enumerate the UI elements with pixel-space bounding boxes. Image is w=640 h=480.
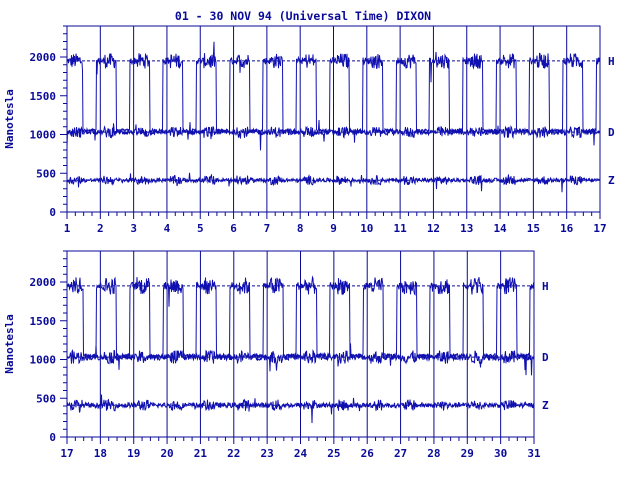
y-tick-label: 1000 [30, 354, 57, 367]
series-label-h: H [608, 55, 615, 68]
y-tick-label: 1500 [30, 315, 57, 328]
x-tick-label: 21 [194, 447, 208, 460]
x-tick-label: 17 [60, 447, 73, 460]
x-tick-label: 14 [493, 222, 507, 235]
x-tick-label: 19 [127, 447, 140, 460]
x-tick-label: 31 [527, 447, 541, 460]
x-tick-label: 20 [160, 447, 173, 460]
panel-1: 1 2 3 4 5 6 7 8 9 10 11 12 13 14 15 16 17050010001500200… [3, 25, 615, 235]
x-tick-label: 5 [197, 222, 204, 235]
x-tick-label: 25 [327, 447, 340, 460]
x-tick-label: 4 [164, 222, 171, 235]
chart-title: 01 - 30 NOV 94 (Universal Time) DIXON [175, 9, 431, 23]
trace-d [66, 123, 601, 148]
trace-d [66, 343, 535, 376]
series-label-d: D [542, 351, 549, 364]
series-label-h: H [542, 280, 549, 293]
y-tick-label: 1000 [30, 129, 57, 142]
y-tick-label: 500 [36, 392, 56, 405]
trace-z [66, 394, 535, 424]
y-tick-label: 1500 [30, 90, 57, 103]
x-tick-label: 28 [427, 447, 440, 460]
x-tick-label: 23 [261, 447, 274, 460]
x-tick-label: 29 [461, 447, 474, 460]
trace-h [66, 41, 601, 151]
x-tick-label: 26 [361, 447, 375, 460]
x-tick-label: 2 [97, 222, 104, 235]
x-tick-label: 27 [394, 447, 407, 460]
y-tick-label: 500 [36, 167, 56, 180]
x-tick-label: 9 [330, 222, 337, 235]
series-label-d: D [608, 126, 615, 139]
y-axis-label: Nanotesla [3, 89, 16, 149]
x-tick-label: 3 [130, 222, 137, 235]
y-tick-label: 0 [49, 431, 56, 444]
trace-h [66, 275, 535, 376]
x-tick-label: 10 [360, 222, 373, 235]
x-tick-label: 18 [94, 447, 107, 460]
x-tick-label: 1 [64, 222, 71, 235]
trace-z [66, 172, 601, 193]
x-tick-label: 24 [294, 447, 308, 460]
x-tick-label: 15 [527, 222, 540, 235]
x-tick-label: 12 [427, 222, 440, 235]
x-tick-label: 30 [494, 447, 507, 460]
y-tick-label: 2000 [30, 51, 57, 64]
x-tick-label: 11 [394, 222, 408, 235]
x-tick-label: 13 [460, 222, 473, 235]
x-tick-label: 22 [227, 447, 240, 460]
series-label-z: Z [542, 399, 549, 412]
y-axis-label: Nanotesla [3, 314, 16, 374]
y-tick-label: 0 [49, 206, 56, 219]
x-tick-label: 16 [560, 222, 574, 235]
x-tick-label: 6 [230, 222, 237, 235]
x-tick-label: 7 [264, 222, 271, 235]
y-tick-label: 2000 [30, 276, 57, 289]
x-tick-label: 8 [297, 222, 304, 235]
series-label-z: Z [608, 174, 615, 187]
panel-2: 17 18 19 20 21 22 23 24 25 26 27 28 29 30 31 0 500 1000 15… [3, 250, 549, 460]
x-tick-label: 17 [593, 222, 606, 235]
